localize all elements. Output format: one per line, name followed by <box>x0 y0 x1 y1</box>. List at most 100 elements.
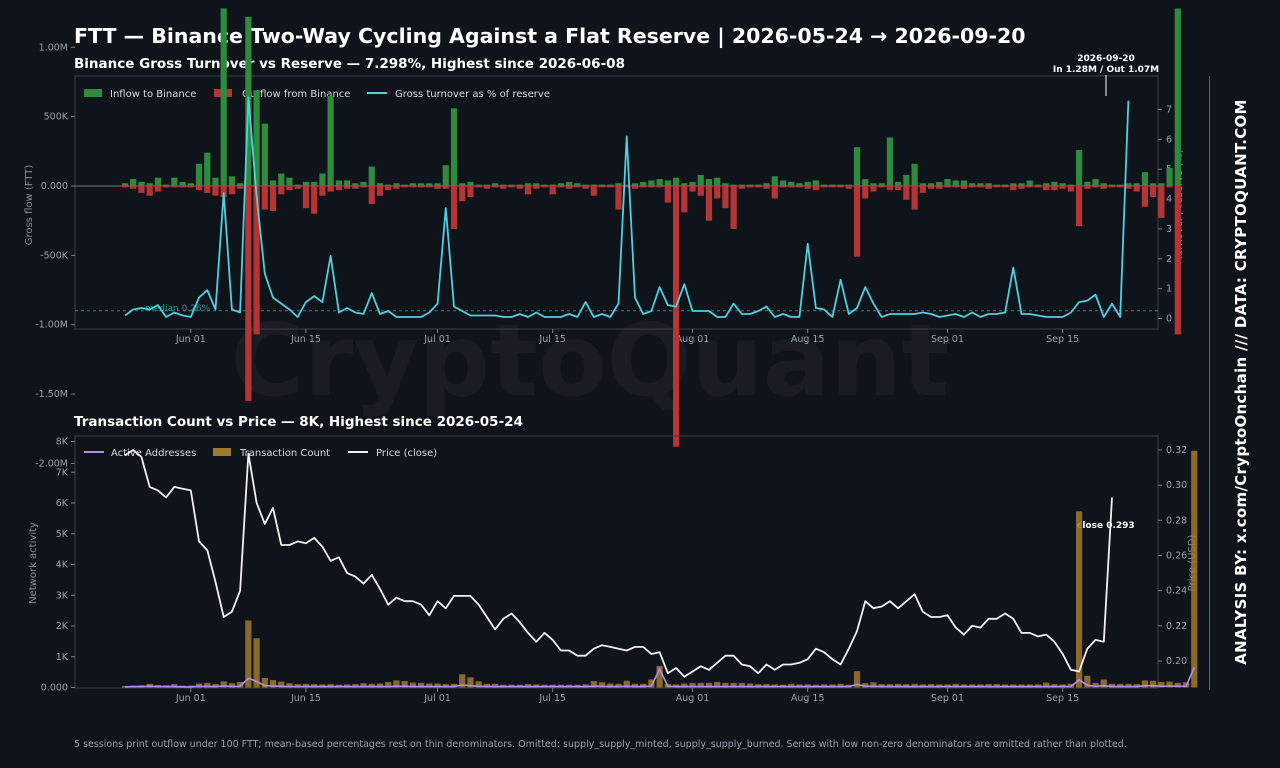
inflow-bar <box>664 180 671 186</box>
turnover-y2-tick-label: 0 <box>1166 314 1172 325</box>
outflow-bar <box>1018 186 1025 189</box>
outflow-bar <box>779 186 787 188</box>
inflow-bar <box>549 184 556 186</box>
turnover-plot-frame <box>74 75 1159 330</box>
inflow-bar <box>738 184 745 186</box>
turnover-y-tick-label: -2.00M <box>35 458 68 469</box>
inflow-bar <box>1026 180 1033 186</box>
outflow-bar <box>664 186 671 203</box>
inflow-bar <box>1133 183 1140 186</box>
inflow-bar <box>590 184 597 186</box>
inflow-bar <box>1125 183 1132 186</box>
outflow-bar <box>656 186 663 188</box>
outflow-bar <box>204 186 211 193</box>
outflow-bar <box>163 186 170 188</box>
turnover-y-tick-label: 1.00M <box>39 42 68 53</box>
outflow-bar <box>549 186 556 195</box>
txcount-bar <box>459 674 466 688</box>
activity-plot-frame <box>74 435 1159 689</box>
inflow-bar <box>450 108 458 186</box>
txcount-bar <box>705 682 713 688</box>
outflow-bar <box>138 186 145 193</box>
txcount-bar <box>1043 682 1050 688</box>
outflow-bar <box>327 186 334 192</box>
inflow-bar <box>640 181 647 186</box>
activity-y-tick-label: 6K <box>56 498 69 509</box>
inflow-bar <box>903 174 910 186</box>
inflow-bar <box>212 177 219 186</box>
chart-canvas: CryptoQuant Binance Gross Turnover vs Re… <box>24 8 1198 704</box>
txcount-bar <box>418 682 425 688</box>
txcount-bar <box>269 680 277 688</box>
inflow-bar <box>311 181 318 186</box>
txcount-bar <box>853 671 861 688</box>
txcount-bar <box>681 683 688 688</box>
outflow-bar <box>195 186 203 191</box>
txcount-bar <box>1092 682 1099 688</box>
side-credit: ANALYSIS BY: x.com/CryptoOnchain /// DAT… <box>1232 99 1250 665</box>
inflow-bar <box>771 176 778 186</box>
txcount-bar <box>747 683 754 688</box>
txcount-bar <box>952 683 959 688</box>
outflow-bar <box>1059 186 1066 189</box>
active-addresses-line <box>124 667 1196 688</box>
turnover-y-tick-label: -1.00M <box>35 320 68 331</box>
txcount-bar <box>434 683 441 688</box>
inflow-bar <box>483 184 490 186</box>
price-line <box>124 449 1113 678</box>
inflow-bar <box>755 184 762 186</box>
inflow-bar <box>944 179 951 186</box>
txcount-bar <box>1125 683 1132 688</box>
inflow-bar <box>1117 184 1124 186</box>
turnover-y-tick-label: -500K <box>40 250 69 261</box>
outflow-bar <box>1108 186 1116 188</box>
outflow-bar <box>936 186 943 189</box>
inflow-bar <box>228 176 236 186</box>
turnover-y2-tick-label: 1 <box>1166 284 1172 295</box>
inflow-bar <box>1100 183 1107 186</box>
outflow-bar <box>903 186 910 200</box>
outflow-bar <box>171 186 178 188</box>
inflow-bar <box>195 163 203 186</box>
outflow-bar <box>853 186 861 257</box>
txcount-bar <box>598 682 606 688</box>
txcount-bar <box>278 681 285 688</box>
turnover-x-tick-label: Jul 01 <box>423 334 451 345</box>
outflow-bar <box>1051 186 1058 191</box>
outflow-bar <box>574 186 581 188</box>
turnover-x-tick-label: Aug 01 <box>676 334 710 345</box>
inflow-bar <box>492 183 499 186</box>
outflow-bar <box>648 186 655 188</box>
inflow-bar <box>154 177 161 186</box>
turnover-y2-tick-label: 7 <box>1166 104 1172 115</box>
txcount-bar <box>1076 511 1083 688</box>
txcount-bar <box>245 620 252 688</box>
inflow-bar <box>598 184 606 186</box>
outflow-bar <box>1174 186 1181 335</box>
outflow-bar <box>533 186 540 189</box>
txcount-bar <box>253 638 260 688</box>
txcount-bar <box>467 677 474 688</box>
activity-x-tick-label: Sep 15 <box>1046 693 1079 704</box>
activity-y2-tick-label: 0.24 <box>1166 586 1187 597</box>
txcount-bar <box>302 683 310 688</box>
inflow-bar <box>426 183 433 186</box>
outflow-bar <box>985 186 992 189</box>
outflow-bar <box>130 186 137 189</box>
inflow-bar <box>623 184 630 186</box>
inflow-bar <box>442 165 449 186</box>
inflow-bar <box>886 137 894 186</box>
outflow-bar <box>335 186 342 191</box>
inflow-bar <box>220 8 227 186</box>
outflow-bar <box>541 186 548 188</box>
outflow-bar <box>450 186 458 229</box>
outflow-bar <box>1084 186 1091 189</box>
txcount-bar <box>895 683 902 688</box>
inflow-bar <box>1141 172 1148 186</box>
outflow-bar <box>253 186 260 335</box>
inflow-bar <box>179 181 186 186</box>
outflow-bar <box>146 186 153 196</box>
legend-label-active: Active Addresses <box>111 448 196 459</box>
txcount-bar <box>788 683 795 688</box>
inflow-bar <box>722 183 729 186</box>
